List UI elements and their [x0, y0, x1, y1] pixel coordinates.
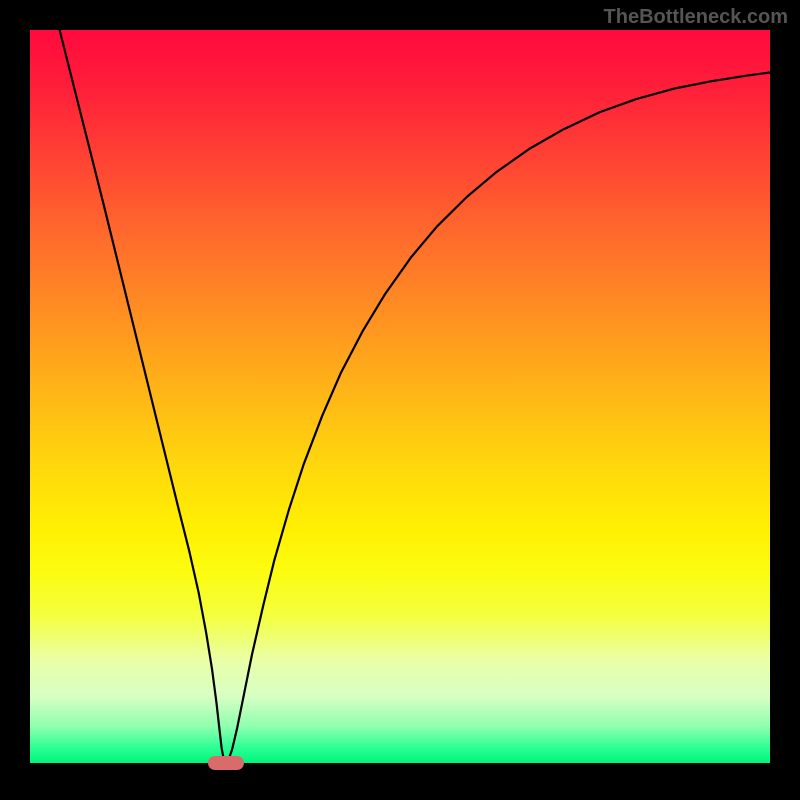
- watermark-text: TheBottleneck.com: [604, 6, 788, 29]
- minimum-marker: [208, 756, 244, 770]
- plot-area: [30, 30, 770, 763]
- chart-container: TheBottleneck.com: [0, 0, 800, 800]
- bottleneck-curve: [30, 30, 770, 763]
